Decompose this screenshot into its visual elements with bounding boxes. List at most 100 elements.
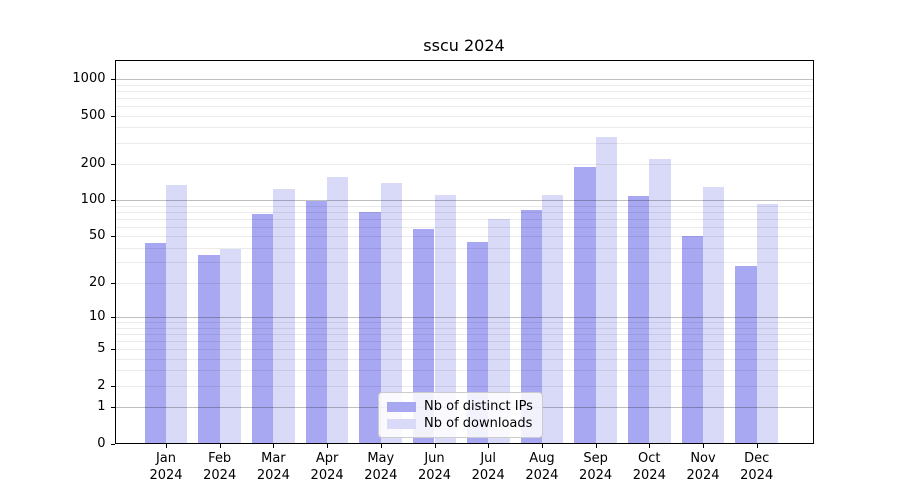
bar-downloads-jan <box>166 185 188 444</box>
legend-label: Nb of downloads <box>424 416 533 431</box>
bar-distinct-ips-apr <box>305 200 328 444</box>
y-tick-mark <box>110 282 115 284</box>
grid-line-minor <box>114 370 814 372</box>
x-tick-label: Aug 2024 <box>502 450 582 484</box>
x-tick-month: Apr <box>315 450 339 466</box>
legend-swatch <box>387 401 416 412</box>
x-tick-year: 2024 <box>740 467 774 483</box>
grid-line-minor <box>114 127 814 129</box>
bar-distinct-ips-aug <box>520 209 542 444</box>
bar-distinct-ips-mar <box>252 213 274 444</box>
x-tick-mark <box>219 443 221 448</box>
bar-distinct-ips-feb <box>198 254 220 444</box>
x-tick-label: May 2024 <box>341 450 421 484</box>
y-tick-label: 2 <box>97 377 106 393</box>
bar-distinct-ips-jun <box>413 228 435 444</box>
x-tick-mark <box>434 443 436 448</box>
x-tick-label: Nov 2024 <box>663 450 743 484</box>
x-tick-year: 2024 <box>525 467 559 483</box>
y-tick-mark <box>110 349 115 351</box>
x-tick-month: Aug <box>529 450 555 466</box>
x-tick-mark <box>649 443 651 448</box>
grid-line-minor <box>114 333 814 335</box>
x-tick-year: 2024 <box>686 467 720 483</box>
x-tick-month: Oct <box>638 450 661 466</box>
y-tick-mark <box>110 236 115 238</box>
y-tick-mark <box>110 385 115 387</box>
bar-downloads-oct <box>649 159 671 444</box>
y-tick-label: 10 <box>88 309 106 325</box>
bar-distinct-ips-dec <box>735 265 757 444</box>
grid-line-minor <box>114 226 814 228</box>
legend-swatch <box>387 418 416 429</box>
x-tick-year: 2024 <box>149 467 183 483</box>
x-tick-month: May <box>367 450 395 466</box>
x-tick-year: 2024 <box>203 467 237 483</box>
grid-line-minor <box>114 327 814 329</box>
x-tick-year: 2024 <box>417 467 452 483</box>
x-tick-mark <box>756 443 758 448</box>
grid-line-minor <box>114 205 814 207</box>
chart-title: sscu 2024 <box>423 36 505 55</box>
legend-label: Nb of distinct IPs <box>424 399 533 414</box>
y-tick-mark <box>110 163 115 165</box>
x-tick-label: Sep 2024 <box>556 450 636 484</box>
bar-downloads-feb <box>219 249 242 444</box>
x-tick-label: Feb 2024 <box>180 450 260 484</box>
bar-downloads-jun <box>434 195 456 444</box>
x-tick-month: Nov <box>690 450 716 466</box>
grid-line-minor <box>114 358 814 360</box>
y-tick-label: 50 <box>88 228 106 244</box>
grid-line-minor <box>114 98 814 100</box>
grid-line-minor <box>114 163 814 165</box>
grid-line-minor <box>114 349 814 351</box>
grid-line-minor <box>114 262 814 264</box>
x-tick-mark <box>273 443 275 448</box>
x-tick-label: Dec 2024 <box>717 450 797 484</box>
bar-distinct-ips-jan <box>144 242 166 444</box>
grid-line-minor <box>114 211 814 213</box>
y-tick-mark <box>110 115 115 117</box>
bar-downloads-apr <box>327 176 349 444</box>
x-tick-mark <box>166 443 167 448</box>
y-tick-label: 0 <box>97 435 106 451</box>
y-tick-label: 1000 <box>72 71 106 87</box>
x-tick-mark <box>595 443 597 448</box>
bar-distinct-ips-nov <box>681 236 703 444</box>
grid-line-minor <box>114 106 814 108</box>
bar-downloads-may <box>380 182 403 444</box>
x-tick-label: Mar 2024 <box>233 450 313 484</box>
grid-line-major <box>114 317 814 319</box>
grid-line-minor <box>114 90 814 92</box>
grid-line-minor <box>114 247 814 249</box>
y-tick-label: 5 <box>97 341 106 357</box>
x-tick-year: 2024 <box>579 467 613 483</box>
x-tick-year: 2024 <box>256 467 290 483</box>
x-tick-label: Oct 2024 <box>609 450 689 484</box>
y-tick-label: 500 <box>80 107 106 123</box>
x-tick-month: Feb <box>208 450 232 466</box>
x-tick-mark <box>488 443 490 448</box>
legend: Nb of distinct IPs Nb of downloads <box>378 392 543 438</box>
x-tick-year: 2024 <box>632 467 666 483</box>
bar-downloads-mar <box>273 189 295 444</box>
grid-line-minor <box>114 385 814 387</box>
bar-distinct-ips-sep <box>574 167 596 444</box>
y-tick-label: 1 <box>97 398 106 414</box>
x-tick-label: Jul 2024 <box>448 450 528 484</box>
grid-line-minor <box>114 218 814 220</box>
y-tick-mark <box>110 443 115 445</box>
x-tick-mark <box>327 443 329 448</box>
x-tick-mark <box>380 443 382 448</box>
grid-line-major <box>114 79 814 81</box>
grid-line-minor <box>114 84 814 86</box>
x-tick-year: 2024 <box>471 467 505 483</box>
grid-line-minor <box>114 322 814 324</box>
bar-downloads-aug <box>541 195 564 444</box>
y-tick-label: 100 <box>80 192 106 208</box>
x-tick-label: Jun 2024 <box>395 450 475 484</box>
y-tick-mark <box>110 200 115 202</box>
bar-distinct-ips-may <box>359 211 381 444</box>
x-tick-month: Sep <box>583 450 608 466</box>
